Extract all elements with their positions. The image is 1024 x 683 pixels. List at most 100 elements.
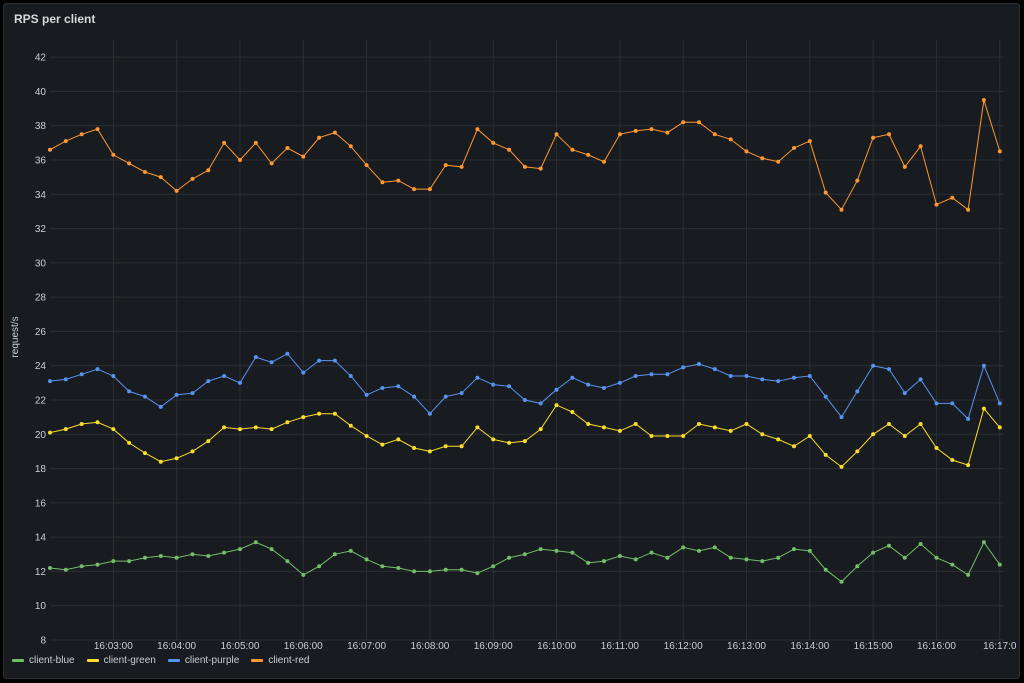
- data-point[interactable]: [206, 379, 211, 384]
- data-point[interactable]: [697, 362, 701, 366]
- data-point[interactable]: [981, 540, 986, 545]
- data-point[interactable]: [412, 569, 417, 574]
- data-point[interactable]: [649, 434, 654, 438]
- data-point[interactable]: [459, 567, 464, 572]
- data-point[interactable]: [887, 543, 891, 548]
- data-point[interactable]: [190, 391, 195, 396]
- data-point[interactable]: [332, 130, 337, 135]
- data-point[interactable]: [776, 379, 781, 384]
- data-point[interactable]: [586, 382, 591, 387]
- data-point[interactable]: [744, 557, 749, 562]
- data-point[interactable]: [364, 434, 369, 438]
- data-point[interactable]: [48, 430, 52, 435]
- data-point[interactable]: [111, 559, 116, 564]
- data-point[interactable]: [871, 135, 876, 140]
- data-point[interactable]: [507, 384, 512, 389]
- data-point[interactable]: [332, 411, 337, 416]
- data-point[interactable]: [554, 548, 559, 553]
- data-point[interactable]: [902, 434, 907, 438]
- data-point[interactable]: [966, 572, 971, 577]
- data-point[interactable]: [981, 98, 986, 102]
- data-point[interactable]: [522, 552, 527, 557]
- data-point[interactable]: [158, 175, 163, 180]
- data-point[interactable]: [79, 422, 84, 426]
- data-point[interactable]: [491, 564, 496, 569]
- data-point[interactable]: [570, 550, 575, 555]
- data-point[interactable]: [158, 404, 163, 409]
- data-point[interactable]: [253, 425, 258, 430]
- data-point[interactable]: [143, 555, 147, 560]
- data-point[interactable]: [887, 132, 891, 137]
- data-point[interactable]: [633, 422, 638, 426]
- data-point[interactable]: [823, 190, 828, 195]
- data-point[interactable]: [697, 120, 701, 125]
- data-point[interactable]: [348, 548, 353, 553]
- data-point[interactable]: [918, 377, 923, 382]
- data-point[interactable]: [681, 120, 686, 125]
- data-point[interactable]: [760, 432, 765, 437]
- data-point[interactable]: [712, 132, 717, 137]
- data-point[interactable]: [633, 128, 638, 133]
- data-point[interactable]: [855, 389, 860, 394]
- data-point[interactable]: [412, 394, 417, 399]
- data-point[interactable]: [48, 566, 52, 570]
- data-point[interactable]: [269, 547, 274, 552]
- data-point[interactable]: [111, 152, 116, 157]
- data-point[interactable]: [950, 458, 955, 462]
- data-point[interactable]: [190, 552, 195, 557]
- data-point[interactable]: [617, 554, 622, 558]
- data-point[interactable]: [95, 367, 100, 372]
- data-point[interactable]: [792, 547, 796, 552]
- data-point[interactable]: [712, 545, 717, 550]
- data-point[interactable]: [807, 374, 812, 378]
- data-point[interactable]: [522, 398, 527, 402]
- data-point[interactable]: [760, 377, 765, 382]
- data-point[interactable]: [427, 569, 432, 574]
- data-point[interactable]: [538, 427, 543, 432]
- data-point[interactable]: [79, 132, 84, 137]
- data-point[interactable]: [238, 380, 242, 385]
- data-point[interactable]: [871, 363, 876, 368]
- data-point[interactable]: [269, 360, 274, 365]
- data-point[interactable]: [127, 161, 132, 166]
- data-point[interactable]: [364, 163, 369, 168]
- data-point[interactable]: [792, 375, 796, 380]
- data-point[interactable]: [206, 554, 211, 558]
- data-point[interactable]: [902, 391, 907, 396]
- data-point[interactable]: [412, 187, 417, 192]
- data-point[interactable]: [522, 439, 527, 444]
- data-point[interactable]: [427, 449, 432, 454]
- data-point[interactable]: [158, 554, 163, 558]
- legend-item-client-purple[interactable]: client-purple: [167, 655, 239, 666]
- data-point[interactable]: [427, 411, 432, 416]
- data-point[interactable]: [285, 559, 290, 564]
- data-point[interactable]: [95, 562, 100, 567]
- data-point[interactable]: [570, 375, 575, 380]
- data-point[interactable]: [269, 161, 274, 166]
- data-point[interactable]: [332, 552, 337, 557]
- data-point[interactable]: [63, 139, 68, 144]
- data-point[interactable]: [728, 137, 733, 142]
- data-point[interactable]: [966, 207, 971, 212]
- data-point[interactable]: [301, 370, 306, 375]
- data-point[interactable]: [918, 542, 923, 546]
- data-point[interactable]: [111, 374, 116, 378]
- data-point[interactable]: [63, 377, 68, 382]
- data-point[interactable]: [459, 164, 464, 169]
- data-point[interactable]: [538, 166, 543, 171]
- data-point[interactable]: [744, 374, 749, 378]
- data-point[interactable]: [981, 406, 986, 411]
- data-point[interactable]: [443, 394, 448, 399]
- data-point[interactable]: [649, 372, 654, 377]
- data-point[interactable]: [348, 374, 353, 378]
- data-point[interactable]: [475, 425, 480, 430]
- data-point[interactable]: [364, 392, 369, 397]
- data-point[interactable]: [522, 164, 527, 169]
- data-point[interactable]: [206, 439, 211, 444]
- data-point[interactable]: [238, 547, 242, 552]
- data-point[interactable]: [380, 564, 385, 569]
- data-point[interactable]: [602, 559, 606, 564]
- data-point[interactable]: [253, 540, 258, 545]
- data-point[interactable]: [443, 567, 448, 572]
- legend-item-client-blue[interactable]: client-blue: [12, 655, 75, 666]
